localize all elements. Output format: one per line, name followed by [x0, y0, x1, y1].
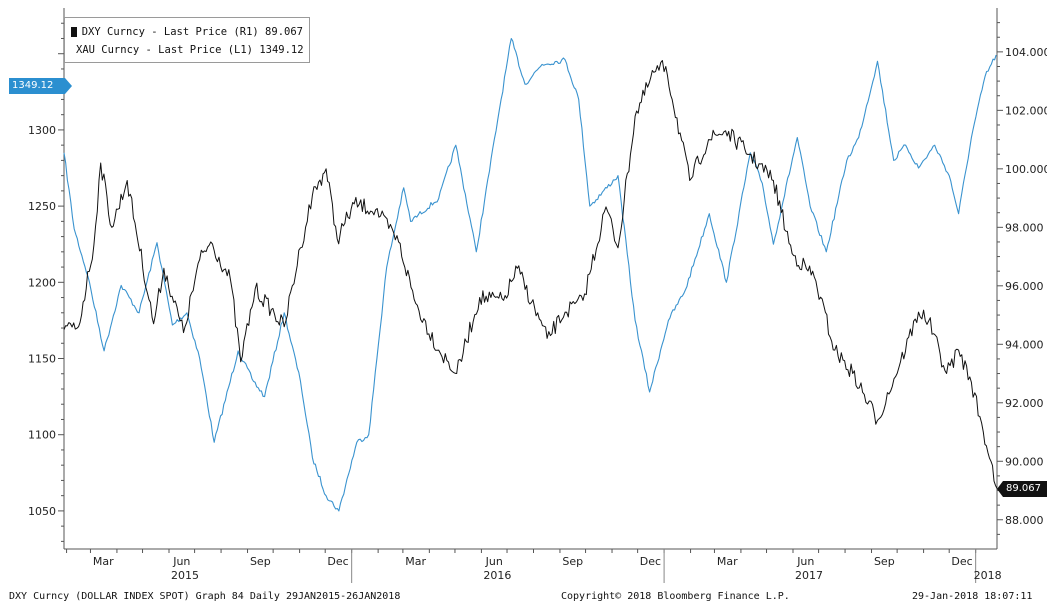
x-axis-year-label: 2016 — [483, 569, 511, 582]
right-axis-tick-label: 102.000 — [1005, 104, 1047, 117]
legend-swatch-dxy — [71, 27, 77, 37]
right-axis-tick-label: 90.000 — [1005, 455, 1044, 468]
right-axis-tick-label: 104.000 — [1005, 46, 1047, 59]
right-axis-tick-label: 88.000 — [1005, 514, 1044, 527]
left-axis-tick-label: 1050 — [28, 505, 56, 518]
legend-item-xau: XAU Curncy - Last Price (L1) 1349.12 — [71, 41, 304, 59]
x-axis-tick-label: Jun — [796, 555, 814, 568]
plot-frame — [63, 8, 998, 550]
footer-copyright: Copyright© 2018 Bloomberg Finance L.P. — [561, 591, 790, 602]
right-axis-tick-label: 94.000 — [1005, 338, 1044, 351]
legend-label-dxy: DXY Curncy - Last Price (R1) 89.067 — [81, 26, 303, 38]
x-axis-tick-label: Mar — [405, 555, 426, 568]
right-axis-tick-label: 100.000 — [1005, 163, 1047, 176]
left-axis-tick-label: 1150 — [28, 353, 56, 366]
legend-item-dxy: DXY Curncy - Last Price (R1) 89.067 — [71, 23, 303, 41]
series-line-dxy — [63, 60, 998, 489]
last-price-tag-dxy: 89.067 — [997, 481, 1047, 497]
right-axis-tick-label: 98.000 — [1005, 221, 1044, 234]
x-axis-tick-label: Jun — [172, 555, 190, 568]
footer-left-text: DXY Curncy (DOLLAR INDEX SPOT) Graph 84 … — [9, 591, 401, 602]
x-axis-year-label: 2015 — [171, 569, 199, 582]
x-axis-tick-label: Dec — [640, 555, 661, 568]
last-price-tag-xau: 1349.12 — [9, 78, 72, 94]
left-axis: 1050 1100 1150 1200 1250 1300 — [28, 22, 64, 542]
x-axis-year-label: 2018 — [974, 569, 1002, 582]
x-axis: Mar Jun Sep Dec Mar Jun Sep Dec Mar Jun Sep Dec 2015… — [66, 549, 1002, 583]
series-layer — [63, 37, 998, 512]
x-axis-tick-label: Sep — [562, 555, 583, 568]
footer-timestamp: 29-Jan-2018 18:07:11 — [912, 591, 1033, 602]
x-axis-tick-label: Dec — [327, 555, 348, 568]
x-axis-tick-label: Jun — [485, 555, 503, 568]
x-axis-tick-label: Mar — [93, 555, 114, 568]
x-axis-tick-label: Dec — [951, 555, 972, 568]
right-axis-tick-label: 96.000 — [1005, 280, 1044, 293]
left-axis-tick-label: 1100 — [28, 429, 56, 442]
right-axis: 88.000 90.000 92.000 94.000 96.000 98.000 100.… — [997, 22, 1047, 535]
x-axis-year-label: 2017 — [795, 569, 823, 582]
x-axis-tick-label: Mar — [717, 555, 738, 568]
x-axis-tick-label: Sep — [250, 555, 271, 568]
left-axis-tick-label: 1300 — [28, 124, 56, 137]
right-axis-tick-label: 92.000 — [1005, 397, 1044, 410]
series-line-xau — [63, 37, 997, 512]
x-axis-tick-label: Sep — [874, 555, 895, 568]
chart-legend: DXY Curncy - Last Price (R1) 89.067 XAU … — [64, 17, 310, 63]
left-axis-tick-label: 1250 — [28, 200, 56, 213]
left-axis-tick-label: 1200 — [28, 276, 56, 289]
legend-label-xau: XAU Curncy - Last Price (L1) 1349.12 — [76, 44, 304, 56]
